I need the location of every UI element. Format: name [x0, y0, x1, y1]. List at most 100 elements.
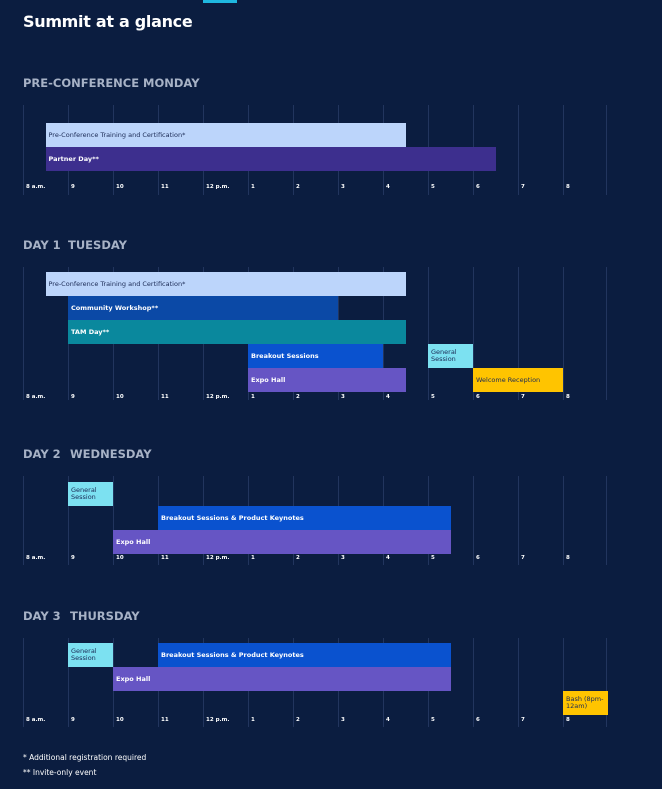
section-weekday: WEDNESDAY: [70, 447, 152, 461]
hour-label: 10: [116, 394, 124, 400]
hour-label: 9: [71, 717, 75, 723]
hour-label: 10: [116, 184, 124, 190]
hour-label: 8: [566, 184, 570, 190]
hour-line: [606, 267, 607, 400]
session-bar: Partner Day**: [45, 147, 496, 171]
hour-label: 3: [341, 184, 345, 190]
hour-label: 5: [431, 717, 435, 723]
hour-line: [113, 476, 114, 565]
hour-label: 8: [566, 394, 570, 400]
hour-label: 8: [566, 717, 570, 723]
footnote: * Additional registration required: [23, 753, 147, 762]
hour-label: 4: [386, 555, 390, 561]
hour-line: [563, 267, 564, 400]
page-title: Summit at a glance: [23, 12, 193, 31]
hour-line: [563, 476, 564, 565]
hour-line: [606, 105, 607, 195]
hour-line: [23, 267, 24, 400]
hour-line: [23, 105, 24, 195]
hour-label: 7: [521, 555, 525, 561]
hour-line: [518, 267, 519, 400]
hour-label: 10: [116, 555, 124, 561]
hour-label: 11: [161, 555, 169, 561]
hour-label: 8: [566, 555, 570, 561]
hour-label: 12 p.m.: [206, 184, 230, 190]
tab-accent: [203, 0, 237, 3]
hour-label: 2: [296, 394, 300, 400]
hour-line: [473, 476, 474, 565]
hour-label: 6: [476, 555, 480, 561]
hour-label: 4: [386, 394, 390, 400]
hour-label: 5: [431, 184, 435, 190]
session-bar: General Session: [68, 482, 113, 506]
session-bar: Breakout Sessions: [248, 344, 383, 368]
hour-label: 11: [161, 184, 169, 190]
hour-line: [68, 638, 69, 727]
hour-label: 6: [476, 394, 480, 400]
section-label: PRE-CONFERENCE: [23, 76, 140, 90]
hour-label: 5: [431, 555, 435, 561]
hour-line: [563, 105, 564, 195]
hour-line: [518, 105, 519, 195]
hour-label: 1: [251, 717, 255, 723]
hour-label: 12 p.m.: [206, 555, 230, 561]
hour-label: 7: [521, 717, 525, 723]
hour-label: 8 a.m.: [26, 555, 46, 561]
hour-label: 4: [386, 717, 390, 723]
hour-label: 3: [341, 717, 345, 723]
hour-line: [428, 267, 429, 400]
session-bar: Expo Hall: [113, 530, 451, 554]
session-bar: General Session: [428, 344, 473, 368]
session-bar: Community Workshop**: [68, 296, 338, 320]
session-bar: Pre-Conference Training and Certificatio…: [45, 123, 406, 147]
hour-label: 8 a.m.: [26, 717, 46, 723]
session-bar: Welcome Reception: [473, 368, 563, 392]
hour-label: 3: [341, 555, 345, 561]
hour-label: 6: [476, 717, 480, 723]
section-weekday: TUESDAY: [68, 238, 127, 252]
session-bar: TAM Day**: [68, 320, 406, 344]
hour-label: 1: [251, 394, 255, 400]
section-label: DAY 2: [23, 447, 61, 461]
session-bar: General Session: [68, 643, 113, 667]
hour-line: [518, 638, 519, 727]
hour-line: [606, 638, 607, 727]
hour-label: 12 p.m.: [206, 717, 230, 723]
session-bar: Bash (8pm-12am): [563, 691, 608, 715]
hour-label: 5: [431, 394, 435, 400]
hour-label: 2: [296, 717, 300, 723]
hour-label: 1: [251, 184, 255, 190]
hour-line: [68, 476, 69, 565]
hour-label: 7: [521, 184, 525, 190]
hour-label: 11: [161, 394, 169, 400]
hour-line: [606, 476, 607, 565]
session-bar: Breakout Sessions & Product Keynotes: [158, 506, 451, 530]
hour-label: 2: [296, 184, 300, 190]
hour-label: 2: [296, 555, 300, 561]
hour-line: [473, 638, 474, 727]
hour-line: [23, 638, 24, 727]
hour-line: [473, 267, 474, 400]
session-bar: Expo Hall: [248, 368, 406, 392]
hour-label: 9: [71, 394, 75, 400]
hour-line: [23, 476, 24, 565]
session-bar: Expo Hall: [113, 667, 451, 691]
section-weekday: THURSDAY: [70, 609, 140, 623]
hour-label: 7: [521, 394, 525, 400]
hour-label: 12 p.m.: [206, 394, 230, 400]
hour-line: [563, 638, 564, 727]
section-label: DAY 3: [23, 609, 61, 623]
hour-label: 4: [386, 184, 390, 190]
hour-label: 1: [251, 555, 255, 561]
hour-label: 10: [116, 717, 124, 723]
hour-label: 9: [71, 555, 75, 561]
hour-label: 8 a.m.: [26, 184, 46, 190]
section-weekday: MONDAY: [143, 76, 200, 90]
hour-label: 8 a.m.: [26, 394, 46, 400]
hour-label: 3: [341, 394, 345, 400]
session-bar: Pre-Conference Training and Certificatio…: [45, 272, 406, 296]
section-label: DAY 1: [23, 238, 61, 252]
hour-label: 11: [161, 717, 169, 723]
hour-line: [518, 476, 519, 565]
